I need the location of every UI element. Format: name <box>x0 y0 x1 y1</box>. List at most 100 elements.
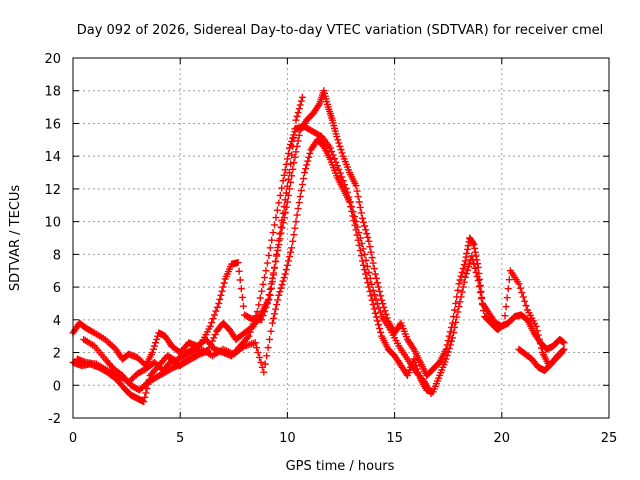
data-point <box>480 307 488 315</box>
y-tick-label: 18 <box>44 85 61 100</box>
data-point <box>454 308 462 316</box>
data-point <box>362 270 370 278</box>
data-point <box>357 252 365 260</box>
data-point <box>278 281 286 289</box>
data-point <box>367 292 375 300</box>
data-point <box>462 253 470 261</box>
data-point <box>369 301 377 309</box>
data-point <box>366 243 374 251</box>
data-point <box>210 334 218 342</box>
x-tick-label: 20 <box>494 431 511 446</box>
data-point <box>305 153 313 161</box>
data-point <box>296 101 304 109</box>
data-point <box>444 337 452 345</box>
data-point <box>280 214 288 222</box>
data-point <box>532 322 540 330</box>
data-point <box>451 323 459 331</box>
data-point <box>215 299 223 307</box>
data-point <box>276 235 284 243</box>
data-point <box>141 393 149 401</box>
data-point <box>260 368 268 376</box>
data-point <box>279 277 287 285</box>
data-point <box>365 237 373 245</box>
data-point <box>150 342 158 350</box>
data-point <box>283 198 291 206</box>
data-point <box>414 368 422 376</box>
data-point <box>349 212 357 220</box>
data-point <box>264 296 272 304</box>
data-point <box>212 307 220 315</box>
data-point <box>253 344 261 352</box>
data-point <box>463 245 471 253</box>
data-point <box>281 270 289 278</box>
data-point <box>272 214 280 222</box>
data-point <box>375 283 383 291</box>
data-point <box>206 344 214 352</box>
data-point <box>445 344 453 352</box>
data-point <box>373 279 381 287</box>
data-point <box>356 203 364 211</box>
data-point <box>290 159 298 167</box>
data-point <box>346 198 354 206</box>
data-point <box>454 286 462 294</box>
data-point <box>267 280 275 288</box>
data-point <box>282 266 290 274</box>
data-point <box>521 297 529 305</box>
data-point <box>208 337 216 345</box>
data-point <box>350 217 358 225</box>
data-point <box>505 276 513 284</box>
data-point <box>234 259 242 267</box>
data-point <box>272 305 280 313</box>
data-point <box>367 248 375 256</box>
data-point <box>465 263 473 271</box>
data-point <box>265 291 273 299</box>
data-point <box>295 131 303 139</box>
data-point <box>413 365 421 373</box>
data-point <box>560 345 568 353</box>
data-point <box>458 268 466 276</box>
data-point <box>474 277 482 285</box>
data-point <box>471 244 479 252</box>
data-point <box>457 272 465 280</box>
data-point <box>282 203 290 211</box>
data-point <box>278 184 286 192</box>
data-point <box>293 142 301 150</box>
data-point <box>360 218 368 226</box>
data-point <box>376 287 384 295</box>
data-point <box>519 293 527 301</box>
data-point <box>461 273 469 281</box>
data-point <box>292 218 300 226</box>
data-point <box>351 221 359 229</box>
data-point <box>211 311 219 319</box>
data-point <box>376 325 384 333</box>
data-point <box>533 327 541 335</box>
data-point <box>296 193 304 201</box>
data-point <box>292 116 300 124</box>
data-point <box>303 161 311 169</box>
data-point <box>267 327 275 335</box>
data-point <box>363 230 371 238</box>
data-point <box>257 358 265 366</box>
data-point <box>370 305 378 313</box>
data-point <box>460 261 468 269</box>
data-point <box>289 165 297 173</box>
data-point <box>469 256 477 264</box>
data-point <box>336 142 344 150</box>
data-point <box>501 312 509 320</box>
data-point <box>294 205 302 213</box>
data-point <box>364 233 372 241</box>
data-point <box>280 274 288 282</box>
data-point <box>377 292 385 300</box>
data-point <box>213 303 221 311</box>
data-point <box>291 224 299 232</box>
data-point <box>363 274 371 282</box>
data-point <box>276 191 284 199</box>
data-point <box>352 226 360 234</box>
data-point <box>371 291 379 299</box>
data-point <box>535 335 543 343</box>
data-point <box>447 337 455 345</box>
data-point <box>410 355 418 363</box>
data-point <box>277 284 285 292</box>
data-point <box>450 329 458 337</box>
